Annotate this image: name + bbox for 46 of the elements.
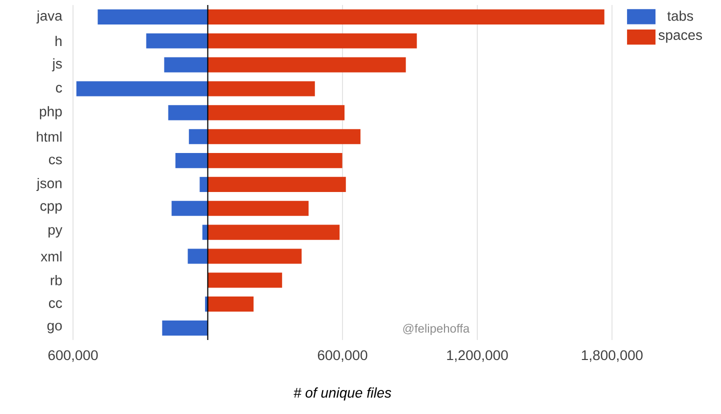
bar (146, 33, 208, 48)
bar (175, 152, 208, 168)
x-tick-label: 600,000 (318, 350, 368, 362)
bar (208, 200, 309, 216)
y-tick-label: js (52, 58, 62, 72)
y-tick-label: php (40, 106, 62, 120)
y-tick-label: go (47, 322, 62, 334)
bar (188, 129, 208, 144)
y-tick-label: cc (48, 300, 62, 308)
bar (188, 248, 208, 264)
y-tick-label: cs (48, 156, 62, 164)
y-tick-label: rb (50, 275, 62, 286)
bar (208, 296, 254, 312)
bar (208, 57, 406, 72)
bar (98, 9, 208, 24)
bar (208, 176, 346, 192)
x-tick-label: 1,800,000 (582, 350, 643, 362)
bar (208, 81, 315, 96)
bar (208, 9, 604, 24)
bar (76, 81, 208, 96)
bar (162, 320, 208, 336)
bar (208, 129, 360, 144)
bar (208, 224, 340, 240)
x-tick-label: 600,000 (48, 350, 98, 362)
y-tick-label: cpp (40, 203, 62, 214)
y-tick-label: h (56, 36, 62, 46)
y-tick-label: py (48, 227, 62, 238)
bar (200, 176, 208, 192)
bar (208, 248, 302, 264)
bar (208, 272, 282, 288)
y-tick-label: java (36, 10, 62, 24)
y-tick-label: html (36, 131, 62, 142)
y-tick-label: json (36, 178, 62, 191)
bar (172, 200, 208, 216)
legend-label: tabs (667, 10, 694, 21)
x-axis-title: # of unique files (294, 387, 392, 400)
bar (168, 105, 208, 120)
annotation: @felipehoffa (403, 324, 470, 336)
y-tick-label: c (56, 84, 62, 93)
bar (208, 105, 345, 120)
bar (164, 57, 208, 72)
legend-label: spaces (658, 32, 702, 43)
x-tick-label: 1,200,000 (447, 350, 508, 362)
bar (208, 33, 417, 48)
y-tick-label: xml (40, 251, 62, 262)
bar (208, 152, 342, 168)
